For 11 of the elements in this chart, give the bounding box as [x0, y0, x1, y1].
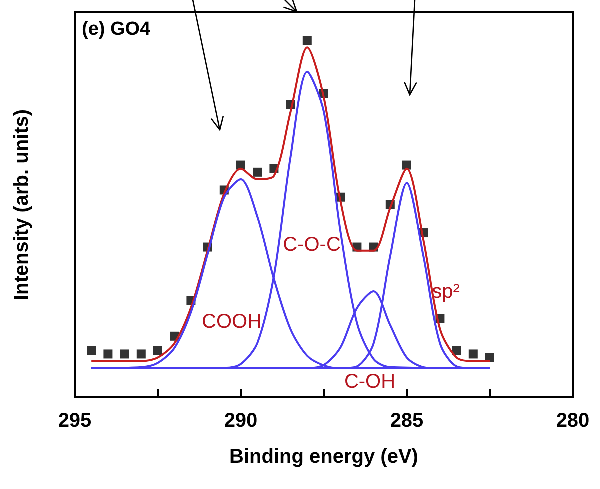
annotation: C-OH [344, 371, 396, 393]
annotation: C-O-C [283, 234, 341, 256]
x-axis-title: Binding energy (eV) [230, 446, 418, 468]
x-tick-label: 290 [224, 410, 258, 432]
annotation: sp² [432, 281, 460, 303]
y-axis-title: Intensity (arb. units) [11, 109, 33, 301]
x-tick-label: 285 [390, 410, 424, 432]
x-tick-label: 295 [58, 410, 92, 432]
x-tick-label: 280 [556, 410, 590, 432]
annotation: COOH [202, 311, 262, 333]
text: (e) GO4 [82, 19, 152, 40]
